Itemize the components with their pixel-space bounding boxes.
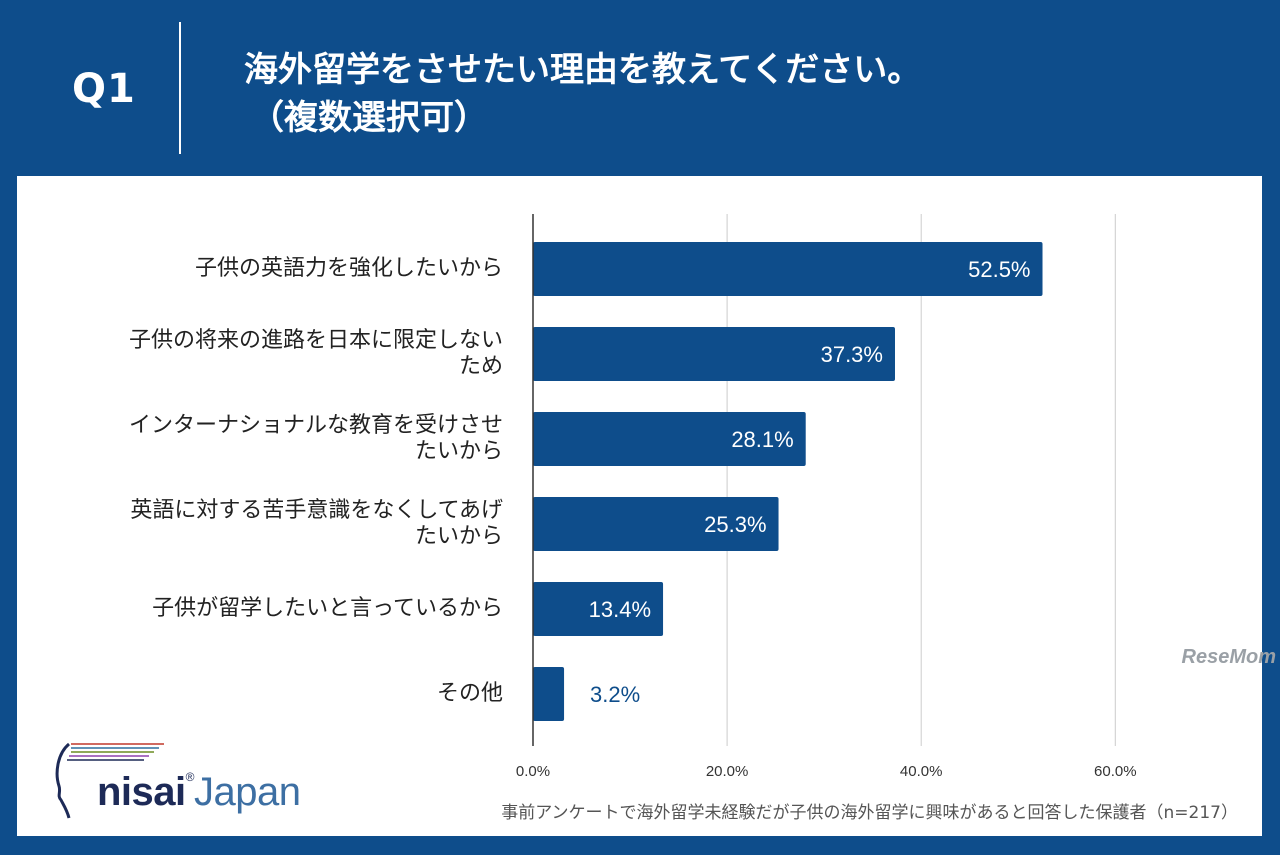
category-label: 英語に対する苦手意識をなくしてあげ たいから — [130, 498, 503, 549]
logo-text: nisai®Japan — [97, 770, 301, 814]
header-divider — [179, 22, 181, 154]
question-title-line1: 海外留学をさせたい理由を教えてください。 — [244, 50, 922, 90]
header: Q1 海外留学をさせたい理由を教えてください。 （複数選択可） — [0, 0, 1280, 176]
resemom-watermark: ReseMom — [1181, 646, 1276, 668]
bar — [533, 497, 779, 551]
x-tick-label: 40.0% — [900, 763, 943, 780]
bar-value-label: 28.1% — [731, 427, 793, 452]
bar — [533, 582, 664, 636]
nisai-japan-logo: nisai®Japan — [49, 734, 309, 824]
category-label: 子供の英語力を強化したいから — [194, 256, 503, 281]
bar — [533, 242, 1043, 296]
question-label: Q1 — [72, 66, 136, 112]
x-tick-label: 0.0% — [516, 763, 550, 780]
footnote: 事前アンケートで海外留学未経験だが子供の海外留学に興味があると回答した保護者（n… — [501, 803, 1238, 823]
chart-panel: 0.0% 20.0% 40.0% 60.0% 52.5% 37.3% 28.1% 25.3% 1… — [17, 176, 1262, 836]
category-label: 子供の将来の進路を日本に限定しない ため — [128, 328, 503, 379]
question-title-line2: （複数選択可） — [250, 98, 488, 138]
x-tick-label: 60.0% — [1094, 763, 1137, 780]
bar-value-label: 3.2% — [590, 682, 640, 707]
bar — [533, 412, 806, 466]
bar-chart: 0.0% 20.0% 40.0% 60.0% 52.5% 37.3% 28.1% 25.3% 1… — [516, 214, 1137, 780]
category-label: インターナショナルな教育を受けさせ たいから — [128, 413, 503, 464]
category-label: 子供が留学したいと言っているから — [152, 596, 503, 621]
question-title: 海外留学をさせたい理由を教えてください。 （複数選択可） — [244, 46, 921, 142]
bar-value-label: 37.3% — [821, 342, 883, 367]
bar — [533, 327, 895, 381]
category-label: その他 — [436, 681, 503, 706]
bar-value-label: 13.4% — [589, 597, 651, 622]
bar-value-label: 52.5% — [968, 257, 1030, 282]
logo-profile-icon — [55, 742, 164, 819]
bar-value-label: 25.3% — [704, 512, 766, 537]
x-tick-label: 20.0% — [706, 763, 749, 780]
bar — [533, 667, 565, 721]
